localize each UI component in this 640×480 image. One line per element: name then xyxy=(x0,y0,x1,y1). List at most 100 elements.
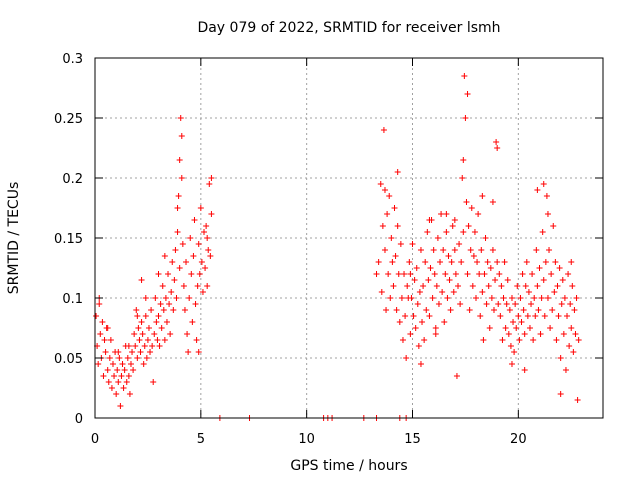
data-point xyxy=(132,343,139,349)
data-point xyxy=(190,253,197,259)
data-point xyxy=(153,319,160,325)
data-point xyxy=(557,355,564,361)
data-point xyxy=(173,295,180,301)
data-point xyxy=(176,157,183,163)
data-point xyxy=(107,337,114,343)
data-point xyxy=(447,307,454,313)
data-point xyxy=(522,283,529,289)
data-point xyxy=(385,271,392,277)
data-point xyxy=(519,271,526,277)
data-point xyxy=(152,295,159,301)
data-point xyxy=(108,385,115,391)
data-point xyxy=(172,247,179,253)
data-point xyxy=(544,211,551,217)
data-point xyxy=(151,331,158,337)
data-point xyxy=(482,235,489,241)
data-point xyxy=(111,373,118,379)
data-point xyxy=(201,229,208,235)
data-point xyxy=(104,367,111,373)
data-point xyxy=(505,331,512,337)
y-axis-label: SRMTID / TECUs xyxy=(6,182,22,295)
data-point xyxy=(166,301,173,307)
data-point xyxy=(476,271,483,277)
data-point xyxy=(497,313,504,319)
data-point xyxy=(554,283,561,289)
data-point xyxy=(466,307,473,313)
data-point xyxy=(423,307,430,313)
data-point xyxy=(113,391,120,397)
data-point xyxy=(394,223,401,229)
data-point xyxy=(564,313,571,319)
data-point xyxy=(409,241,416,247)
data-point xyxy=(525,289,532,295)
data-point xyxy=(97,331,104,337)
data-point xyxy=(494,259,501,265)
data-point xyxy=(556,265,563,271)
data-point xyxy=(165,271,172,277)
data-point xyxy=(178,133,185,139)
data-point xyxy=(383,307,390,313)
data-point xyxy=(488,295,495,301)
data-point xyxy=(195,349,202,355)
data-point xyxy=(208,175,215,181)
data-point xyxy=(459,175,466,181)
data-point xyxy=(453,373,460,379)
data-point xyxy=(438,211,445,217)
data-point xyxy=(204,235,211,241)
data-point xyxy=(160,307,167,313)
data-point xyxy=(199,289,206,295)
data-point xyxy=(177,115,184,121)
data-point xyxy=(149,343,156,349)
data-point xyxy=(180,283,187,289)
data-point xyxy=(93,313,100,319)
data-point xyxy=(539,229,546,235)
data-point xyxy=(530,337,537,343)
data-point xyxy=(499,337,506,343)
data-point xyxy=(568,325,575,331)
data-point xyxy=(534,283,541,289)
data-point xyxy=(432,331,439,337)
data-point xyxy=(457,301,464,307)
data-point xyxy=(553,337,560,343)
data-point xyxy=(125,373,132,379)
data-point xyxy=(442,271,449,277)
data-point xyxy=(183,259,190,265)
data-point xyxy=(408,295,415,301)
data-point xyxy=(510,319,517,325)
data-point xyxy=(444,295,451,301)
data-point xyxy=(524,313,531,319)
data-point xyxy=(147,349,154,355)
data-point xyxy=(470,253,477,259)
data-point xyxy=(535,307,542,313)
data-point xyxy=(105,379,112,385)
data-point xyxy=(106,355,113,361)
data-point xyxy=(205,247,212,253)
data-point xyxy=(568,259,575,265)
y-tick-label: 0.15 xyxy=(54,232,83,247)
x-tick-label: 0 xyxy=(91,432,99,447)
data-point xyxy=(463,199,470,205)
data-point xyxy=(448,259,455,265)
data-point xyxy=(377,181,384,187)
data-point xyxy=(150,379,157,385)
data-point xyxy=(119,361,126,367)
data-point xyxy=(540,277,547,283)
data-point xyxy=(558,301,565,307)
data-point xyxy=(541,313,548,319)
data-point xyxy=(489,247,496,253)
chart-title: Day 079 of 2022, SRMTID for receiver lsm… xyxy=(197,20,500,36)
data-point xyxy=(100,373,107,379)
data-point xyxy=(127,361,134,367)
data-point xyxy=(473,295,479,301)
data-point xyxy=(434,235,441,241)
data-point xyxy=(401,271,408,277)
data-point xyxy=(429,295,436,301)
data-point xyxy=(537,331,544,337)
data-point xyxy=(468,205,475,211)
data-point xyxy=(572,331,579,337)
data-point xyxy=(142,313,149,319)
data-point xyxy=(161,337,168,343)
data-point xyxy=(121,367,128,373)
data-point xyxy=(123,379,130,385)
data-point xyxy=(373,271,380,277)
